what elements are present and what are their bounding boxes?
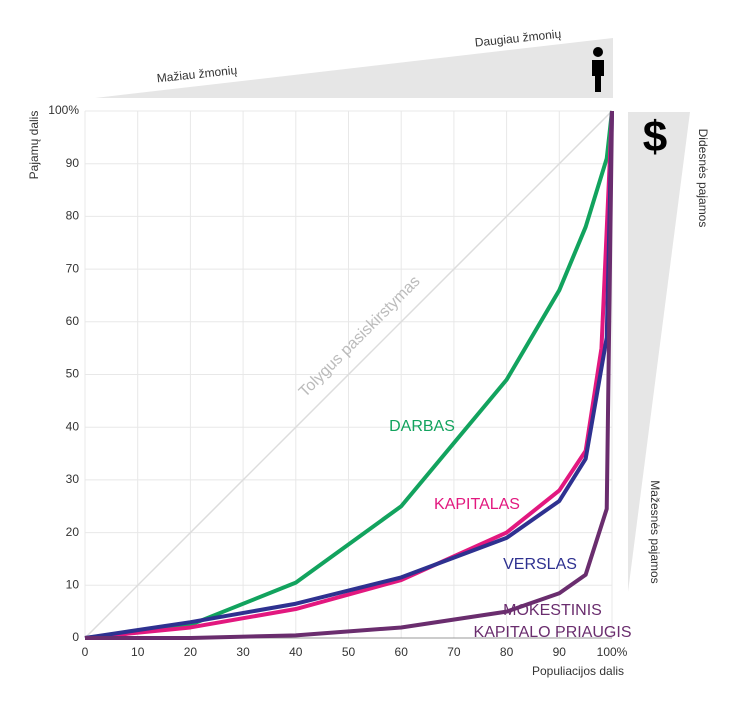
y-tick-label: 0 [72, 630, 79, 644]
y-tick-label: 10 [66, 577, 80, 591]
dollar-icon: $ [643, 113, 667, 162]
x-tick-label: 80 [500, 645, 514, 659]
y-tick-label: 70 [66, 261, 80, 275]
annotation: Mažiau žmonių [156, 63, 238, 85]
series-line [85, 110, 614, 640]
annotation: Mažesnės pajamos [648, 480, 662, 583]
series-label: MOKESTINIS KAPITALO PRIAUGIS [473, 602, 632, 641]
series-label: KAPITALAS [434, 496, 520, 513]
x-tick-label: 60 [395, 645, 409, 659]
y-tick-label: 100% [48, 103, 79, 117]
y-tick-label: 80 [66, 209, 80, 223]
x-axis-label: Populiacijos dalis [532, 664, 624, 678]
y-tick-label: 90 [66, 156, 80, 170]
person-icon [592, 47, 604, 92]
y-tick-label: 50 [66, 367, 80, 381]
x-tick-label: 20 [184, 645, 198, 659]
series-line [84, 110, 614, 640]
y-tick-label: 20 [66, 525, 80, 539]
x-tick-label: 90 [553, 645, 567, 659]
y-axis-label: Pajamų dalis [27, 111, 41, 180]
x-tick-label: 100% [597, 645, 628, 659]
x-tick-label: 10 [131, 645, 145, 659]
series-line [84, 110, 614, 640]
people-wedge [95, 38, 613, 98]
x-tick-label: 0 [82, 645, 89, 659]
income-wedge [628, 112, 690, 592]
x-tick-label: 70 [447, 645, 461, 659]
x-tick-label: 40 [289, 645, 303, 659]
y-tick-label: 30 [66, 472, 80, 486]
annotation: Didesnės pajamos [696, 129, 710, 228]
x-tick-label: 30 [236, 645, 250, 659]
series-label: DARBAS [389, 418, 455, 435]
series-line [84, 110, 614, 640]
series-line [84, 110, 613, 639]
y-tick-label: 60 [66, 314, 80, 328]
series-label: Tolygus pasiskirstymas [296, 273, 424, 401]
series-label: VERSLAS [503, 556, 577, 573]
x-tick-label: 50 [342, 645, 356, 659]
y-tick-label: 40 [66, 419, 80, 433]
